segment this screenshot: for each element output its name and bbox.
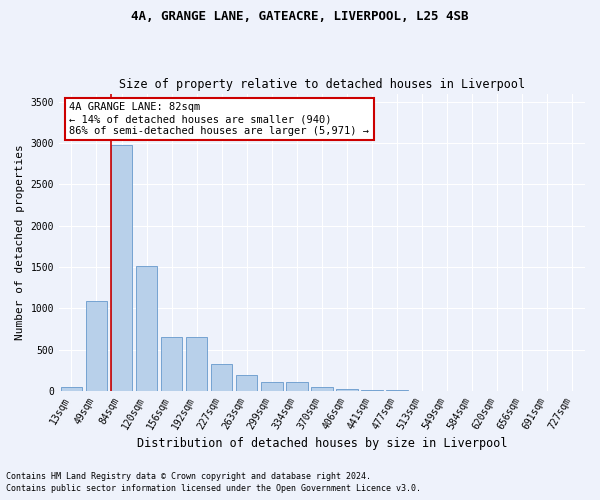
Text: Contains HM Land Registry data © Crown copyright and database right 2024.: Contains HM Land Registry data © Crown c… bbox=[6, 472, 371, 481]
Bar bbox=[337, 388, 358, 391]
X-axis label: Distribution of detached houses by size in Liverpool: Distribution of detached houses by size … bbox=[137, 437, 507, 450]
Bar bbox=[261, 382, 283, 391]
Text: Contains public sector information licensed under the Open Government Licence v3: Contains public sector information licen… bbox=[6, 484, 421, 493]
Bar bbox=[86, 301, 107, 391]
Bar bbox=[161, 338, 182, 391]
Bar bbox=[286, 382, 308, 391]
Bar bbox=[311, 387, 332, 391]
Bar bbox=[61, 387, 82, 391]
Title: Size of property relative to detached houses in Liverpool: Size of property relative to detached ho… bbox=[119, 78, 525, 91]
Bar bbox=[186, 338, 208, 391]
Bar bbox=[361, 390, 383, 391]
Bar bbox=[211, 364, 232, 391]
Bar bbox=[386, 390, 408, 391]
Bar bbox=[236, 375, 257, 391]
Y-axis label: Number of detached properties: Number of detached properties bbox=[15, 144, 25, 340]
Text: 4A, GRANGE LANE, GATEACRE, LIVERPOOL, L25 4SB: 4A, GRANGE LANE, GATEACRE, LIVERPOOL, L2… bbox=[131, 10, 469, 23]
Bar bbox=[111, 145, 132, 391]
Bar bbox=[136, 266, 157, 391]
Text: 4A GRANGE LANE: 82sqm
← 14% of detached houses are smaller (940)
86% of semi-det: 4A GRANGE LANE: 82sqm ← 14% of detached … bbox=[70, 102, 370, 136]
